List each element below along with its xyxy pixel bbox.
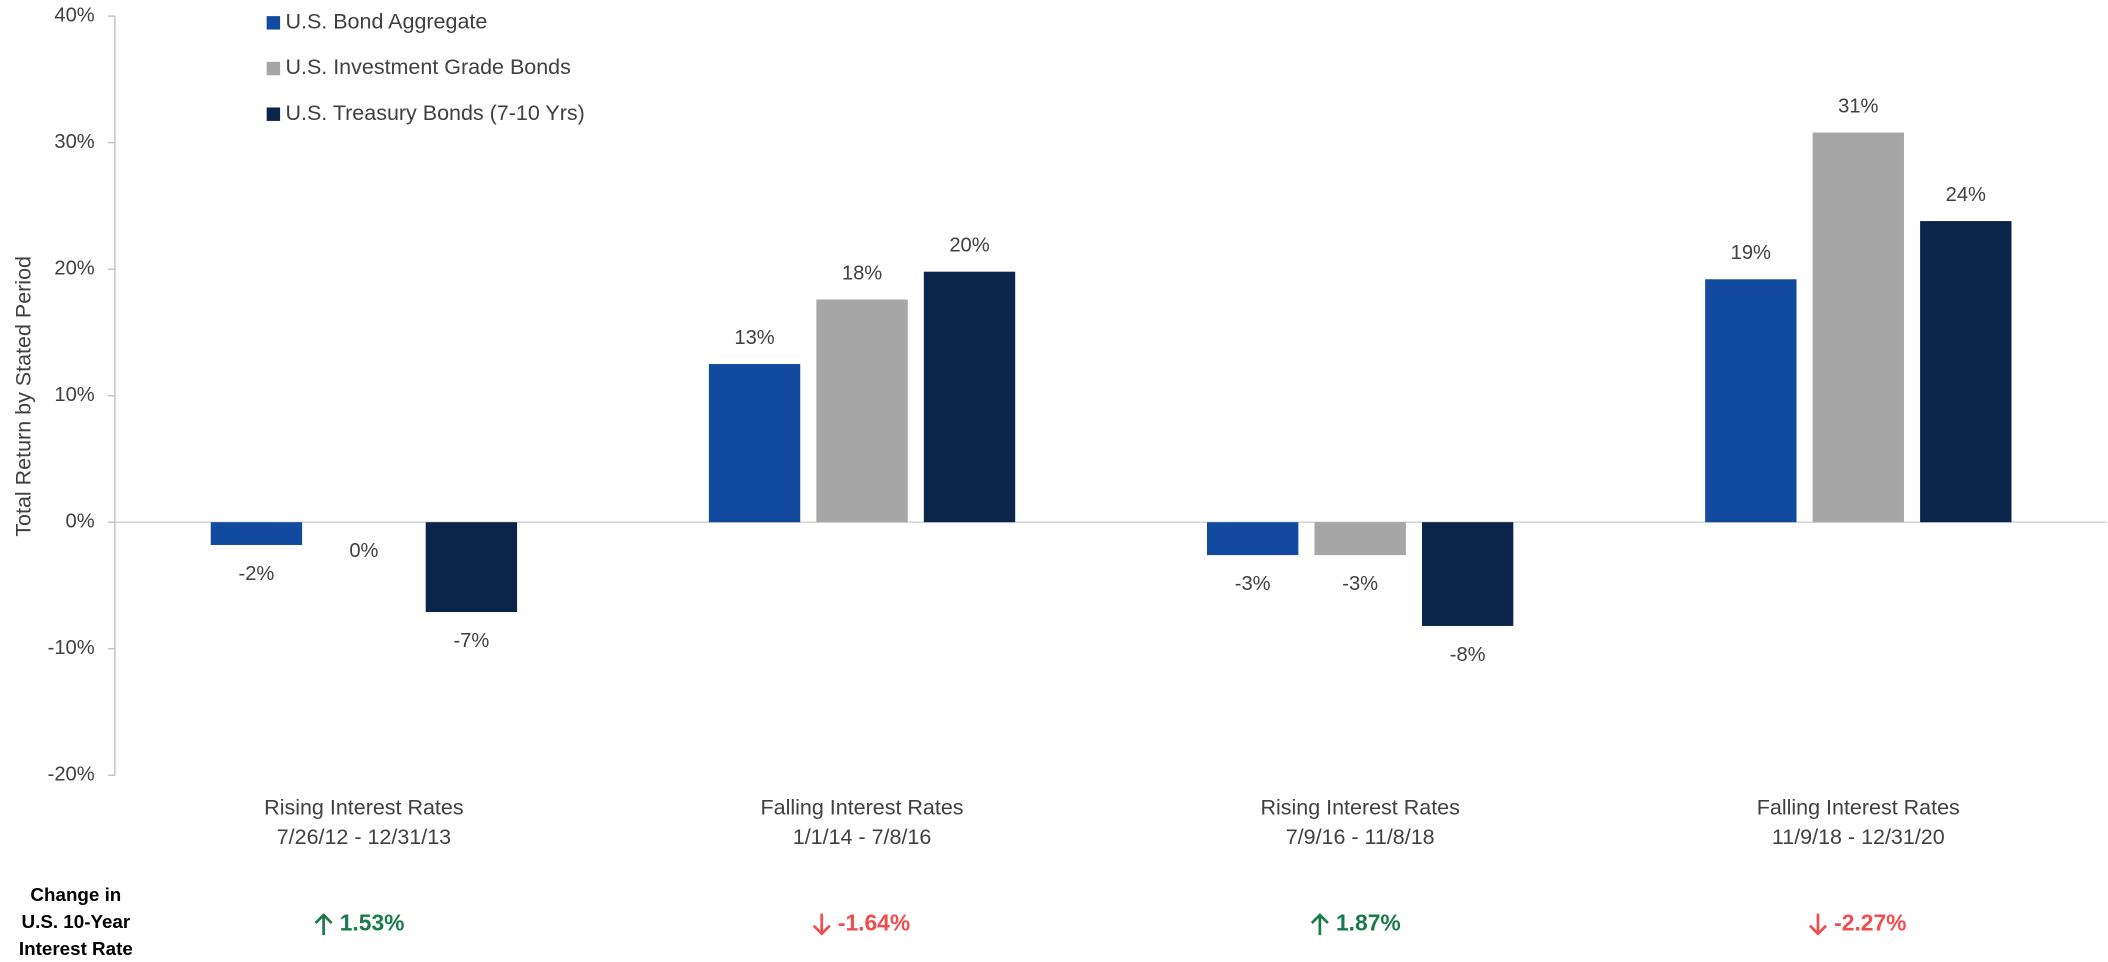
rate-change-value: -2.27% (1834, 909, 1906, 935)
data-label: -7% (453, 630, 489, 652)
y-tick-label: 20% (54, 257, 94, 279)
y-tick-label: 30% (54, 131, 94, 153)
x-tick-label: Falling Interest Rates (761, 796, 964, 820)
y-tick-label: 10% (54, 384, 94, 406)
data-label: 31% (1838, 95, 1878, 117)
legend-swatch (266, 61, 281, 76)
legend-label: U.S. Investment Grade Bonds (285, 55, 570, 79)
legend-label: U.S. Treasury Bonds (7-10 Yrs) (285, 101, 584, 125)
x-tick-label: Rising Interest Rates (264, 796, 463, 820)
down-arrow (812, 913, 831, 936)
y-tick-label: 40% (54, 4, 94, 26)
x-tick-period: 7/26/12 - 12/31/13 (277, 825, 451, 849)
bar (1812, 132, 1904, 523)
data-label: -2% (239, 563, 275, 585)
data-label: 20% (949, 234, 989, 256)
bar (923, 271, 1016, 523)
rate-change-label: Interest Rate (19, 938, 133, 959)
x-tick-period: 7/9/16 - 11/8/18 (1286, 825, 1435, 849)
x-tick-period: 1/1/14 - 7/8/16 (793, 825, 932, 849)
bar (1421, 522, 1514, 626)
bar (1705, 279, 1797, 523)
y-tick-label: 0% (66, 511, 95, 533)
data-label: 0% (349, 540, 378, 562)
bar (816, 299, 908, 523)
rate-change-value: 1.53% (340, 909, 405, 935)
bar (425, 522, 518, 613)
data-label: -8% (1450, 644, 1486, 666)
rate-change-value: 1.87% (1336, 909, 1401, 935)
down-arrow (1808, 913, 1828, 936)
y-tick-label: -20% (48, 764, 95, 786)
data-label: 24% (1946, 184, 1986, 206)
bar (708, 364, 801, 523)
x-tick-label: Falling Interest Rates (1757, 796, 1960, 820)
legend-swatch (266, 107, 281, 121)
up-arrow (314, 913, 333, 936)
data-label: -3% (1342, 573, 1378, 595)
legend-swatch (266, 16, 281, 30)
legend-label: U.S. Bond Aggregate (285, 10, 487, 34)
rate-change-label: U.S. 10-Year (22, 911, 131, 932)
bar (1314, 522, 1406, 556)
bar (1920, 221, 2012, 523)
data-label: 13% (734, 327, 774, 349)
bar (210, 522, 303, 545)
bar (1206, 522, 1299, 556)
x-tick-label: Rising Interest Rates (1260, 796, 1459, 820)
data-label: 19% (1731, 242, 1771, 264)
y-tick-label: -10% (48, 637, 95, 659)
up-arrow (1310, 913, 1329, 936)
rate-change-value: -1.64% (838, 909, 910, 935)
x-tick-period: 11/9/18 - 12/31/20 (1772, 825, 1945, 849)
rate-change-label: Change in (30, 884, 121, 905)
data-label: 18% (842, 262, 882, 284)
y-axis-label: Total Return by Stated Period (11, 256, 35, 537)
data-label: -3% (1235, 573, 1271, 595)
